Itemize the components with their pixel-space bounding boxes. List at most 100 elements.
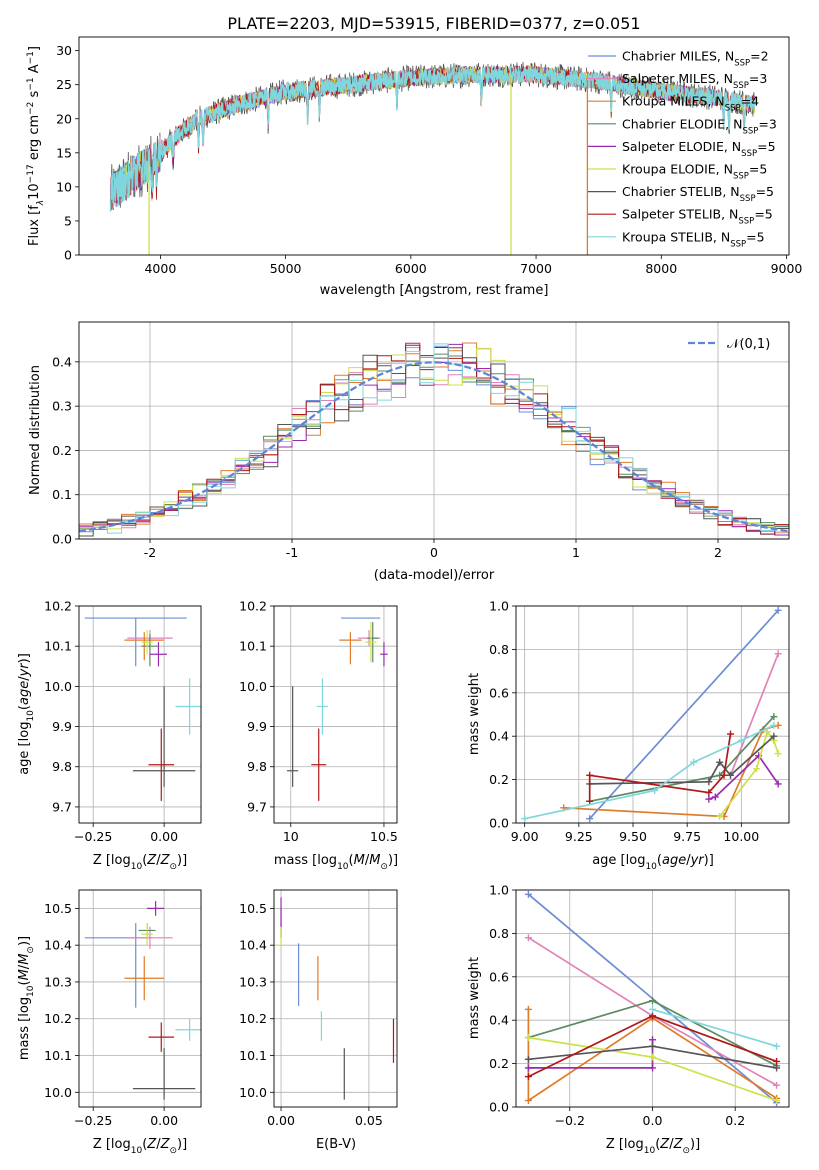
weight-series-4 — [708, 754, 779, 800]
legend-entry: Salpeter STELIB, NSSP=5 — [622, 207, 773, 227]
y-tick-label: 10.4 — [44, 938, 72, 953]
y-tick-label: 10.5 — [44, 901, 72, 916]
axes-frame — [515, 605, 790, 824]
label-part: 10 — [644, 1146, 656, 1156]
legend-entry: Kroupa MILES, NSSP=4 — [622, 94, 759, 114]
label-part: 10 — [131, 862, 143, 872]
y-tick-label: 0.6 — [489, 685, 509, 700]
label-part: / — [365, 853, 370, 868]
y-tick-label: 1.0 — [489, 883, 509, 898]
label-part: ( — [657, 853, 662, 868]
legend-text: Kroupa MILES, N — [622, 94, 725, 109]
plot-area — [280, 897, 395, 1100]
legend-sub: SSP — [733, 172, 749, 182]
spectrum-series-8 — [109, 65, 756, 212]
gaussian-curve — [79, 361, 789, 533]
label-part: ⊙ — [169, 862, 177, 872]
legend-text: Chabrier MILES, N — [622, 49, 734, 64]
label-part: Z [log — [93, 1137, 131, 1152]
y-tick-label: 10.0 — [239, 679, 267, 694]
label-part: Flux [f — [27, 205, 42, 246]
y-tick-label: 10.0 — [44, 679, 72, 694]
x-tick-label: -1 — [286, 545, 298, 560]
plot-area — [79, 342, 789, 537]
y-tick-label: 15 — [56, 145, 72, 160]
y-tick-label: 0.6 — [489, 969, 509, 984]
label-part: 10 — [131, 1146, 143, 1156]
label-part: )] — [690, 1137, 700, 1152]
y-tick-label: 0.2 — [489, 1056, 509, 1071]
y-tick-label: 9.9 — [52, 719, 72, 734]
x-tick-label: 9.25 — [565, 829, 593, 844]
legend-suffix: =5 — [757, 139, 775, 154]
label-part: Z [log — [606, 1137, 644, 1152]
x-tick-label: −0.2 — [555, 1113, 585, 1128]
legend-sub: SSP — [734, 59, 750, 69]
legend-entry: Kroupa STELIB, NSSP=5 — [622, 229, 765, 249]
y-axis-label: mass [log10(M/M⊙)] — [17, 936, 36, 1060]
x-tick-label: −0.25 — [74, 829, 112, 844]
weight-series-8 — [652, 1008, 777, 1048]
y-tick-label: 10.0 — [44, 1085, 72, 1100]
y-axis-label: age [log10(age/yr)] — [17, 653, 36, 775]
legend-sub: SSP — [725, 104, 741, 114]
legend-entry: Salpeter MILES, NSSP=3 — [622, 71, 767, 91]
x-axis-label: Z [log10(Z/Z⊙)] — [606, 1137, 700, 1156]
y-tick-label: 10.2 — [44, 1011, 72, 1026]
plot-area — [521, 606, 782, 823]
label-part: / — [156, 853, 161, 868]
legend-sub: SSP — [733, 81, 749, 91]
y-tick-label: 10.1 — [44, 639, 72, 654]
x-axis-label: (data-model)/error — [374, 568, 495, 583]
legend-text: Salpeter STELIB, N — [622, 207, 738, 222]
x-axis-label: E(B-V) — [316, 1137, 356, 1152]
x-tick-label: 10.5 — [370, 829, 398, 844]
legend-suffix: =4 — [741, 94, 759, 109]
label-part: −17 — [26, 164, 36, 183]
legend-text: Chabrier STELIB, N — [622, 184, 740, 199]
label-part: Z — [659, 1137, 670, 1152]
x-axis-label: wavelength [Angstrom, rest frame] — [320, 283, 549, 298]
x-tick-label: 0.00 — [150, 829, 178, 844]
weight-series-2 — [527, 1009, 778, 1103]
x-axis-label: Z [log10(Z/Z⊙)] — [93, 1137, 187, 1156]
legend-suffix: =2 — [750, 49, 768, 64]
label-part: erg cm — [27, 115, 42, 164]
legend-sub: SSP — [738, 217, 754, 227]
y-tick-label: 10.0 — [239, 1085, 267, 1100]
x-tick-label: 9.50 — [619, 829, 647, 844]
x-tick-label: 1 — [572, 545, 580, 560]
label-part: / — [669, 1137, 674, 1152]
x-tick-label: 9.00 — [511, 829, 539, 844]
label-part: 10 — [26, 710, 36, 722]
y-tick-label: 10.2 — [239, 599, 267, 614]
chart-panel-2: −0.25 0.009.79.89.910.010.110.2Z [log10(Z… — [17, 599, 202, 872]
label-part: Z — [673, 1137, 684, 1152]
x-tick-label: 5000 — [270, 261, 302, 276]
x-tick-label: 2 — [714, 545, 722, 560]
axes-frame — [78, 889, 202, 1108]
label-part: ⊙ — [682, 1146, 690, 1156]
label-part: age — [17, 681, 32, 705]
y-tick-label: 30 — [56, 43, 72, 58]
y-tick-label: 5 — [64, 213, 72, 228]
legend-suffix: =5 — [756, 184, 774, 199]
x-tick-label: 0.00 — [267, 1113, 295, 1128]
y-tick-label: 25 — [56, 77, 72, 92]
label-part: / — [156, 1137, 161, 1152]
label-part: ( — [142, 1137, 147, 1152]
y-tick-label: 10.2 — [44, 599, 72, 614]
y-tick-label: 0.2 — [52, 443, 72, 458]
x-tick-label: 0 — [430, 545, 438, 560]
x-tick-label: 10 — [283, 829, 299, 844]
y-tick-label: 10.1 — [44, 1048, 72, 1063]
label-part: −2 — [26, 102, 36, 115]
y-tick-label: 0.0 — [52, 532, 72, 547]
y-axis-label: Normed distribution — [28, 365, 43, 495]
chart-panel-7: −0.2 0.0 0.20.00.20.40.60.81.0Z [log10(Z/Z… — [467, 883, 790, 1156]
y-tick-label: 9.8 — [247, 759, 267, 774]
label-part: )] — [17, 653, 32, 663]
label-part: ( — [142, 853, 147, 868]
label-part: Z — [160, 1137, 171, 1152]
